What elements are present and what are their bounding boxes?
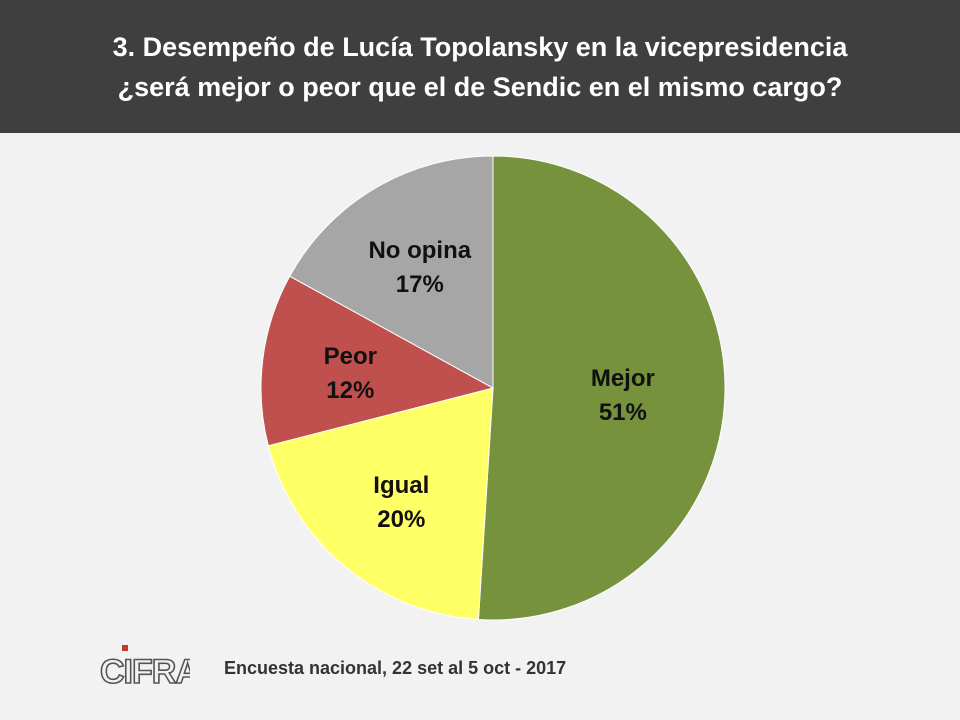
pie-slice-no-opina	[289, 155, 494, 389]
slice-label-category: Mejor	[591, 365, 655, 392]
slice-label-value: 51%	[599, 399, 647, 426]
logo-wordmark: CIFRA	[100, 653, 190, 690]
source-note: Encuesta nacional, 22 set al 5 oct - 201…	[224, 658, 567, 678]
slice-label-category: Igual	[373, 472, 429, 499]
pie-slice-mejor	[477, 155, 726, 621]
slice-label-category: No opina	[368, 237, 471, 264]
slice-label-value: 17%	[396, 271, 444, 298]
slice-label-value: 12%	[326, 377, 374, 404]
pie-slice-peor	[260, 275, 495, 447]
logo-accent-mark	[122, 645, 128, 651]
pie-chart-svg: Mejor 51% Igual 20% Peor 12% No opina 17%	[260, 155, 726, 621]
chart-title-line-1: 3. Desempeño de Lucía Topolansky en la v…	[112, 31, 848, 62]
cifra-logo: CIFRA	[99, 640, 201, 692]
pie-chart: Mejor 51% Igual 20% Peor 12% No opina 17%	[0, 133, 960, 643]
title-banner: 3. Desempeño de Lucía Topolansky en la v…	[0, 0, 960, 133]
pie-slice-igual	[267, 387, 494, 621]
chart-title-line-2: ¿será mejor o peor que el de Sendic en e…	[117, 71, 843, 102]
slice-label-category: Peor	[324, 343, 377, 370]
slice-label-value: 20%	[377, 506, 425, 533]
